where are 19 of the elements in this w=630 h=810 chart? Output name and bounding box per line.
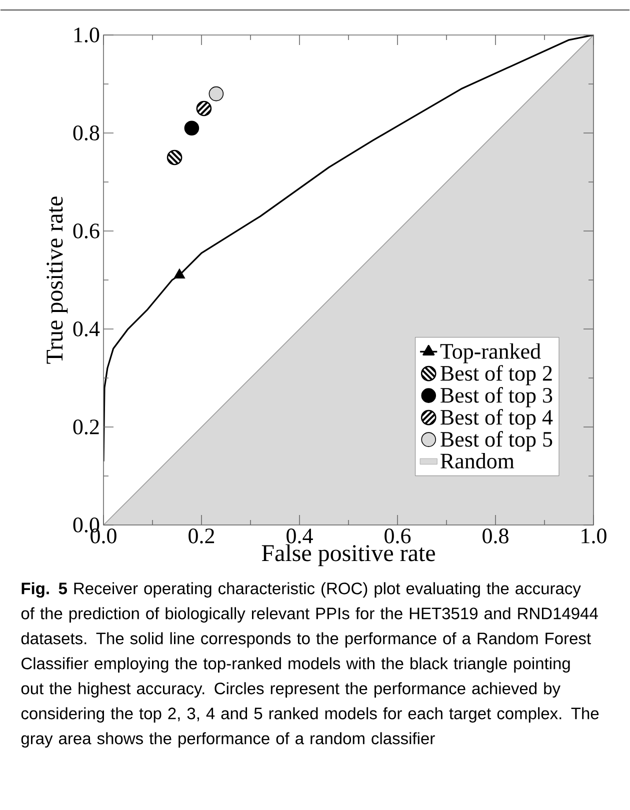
y-tick-label: 0.2 xyxy=(73,420,99,434)
y-tick-label: 0.4 xyxy=(73,322,100,336)
x-tick-label: 0.8 xyxy=(482,528,508,544)
legend-label: Random xyxy=(440,453,514,469)
legend-label: Best of top 4 xyxy=(440,409,553,430)
x-tick-label: 0.4 xyxy=(286,528,313,544)
x-axis-title: False positive rate xyxy=(262,544,435,566)
legend-label: Best of top 5 xyxy=(440,431,552,452)
y-tick-label: 0.6 xyxy=(73,224,100,238)
y-tick-label: 1.0 xyxy=(74,28,100,42)
x-tick-label: 0.2 xyxy=(188,528,214,544)
x-tick-label: 1.0 xyxy=(582,528,606,544)
x-tick-label: 0.6 xyxy=(384,528,411,544)
legend-label: Top-ranked xyxy=(440,343,541,364)
text: Fig. 5 Receiver operating characteristic (ROC) plot evaluating the accuracy of the prediction of biologically relevant PPIs for the HET3519 and RND14944 datasets. The solid line corresponds to the performance of a Random Forest Classifier employing the top-ranked models with the black triangle pointing out the highest accuracy. Circles represent the performance achieved by considering the top 2, 3, 4 and 5 ranked models for each target complex. The gray area shows the performance of a random classifier xyxy=(21,582,599,748)
y-tick-label: 0.8 xyxy=(73,126,100,140)
legend-label: Best of top 2 xyxy=(440,365,552,386)
legend-label: Best of top 3 xyxy=(440,387,552,408)
y-axis-title: True positive rate xyxy=(46,196,68,364)
